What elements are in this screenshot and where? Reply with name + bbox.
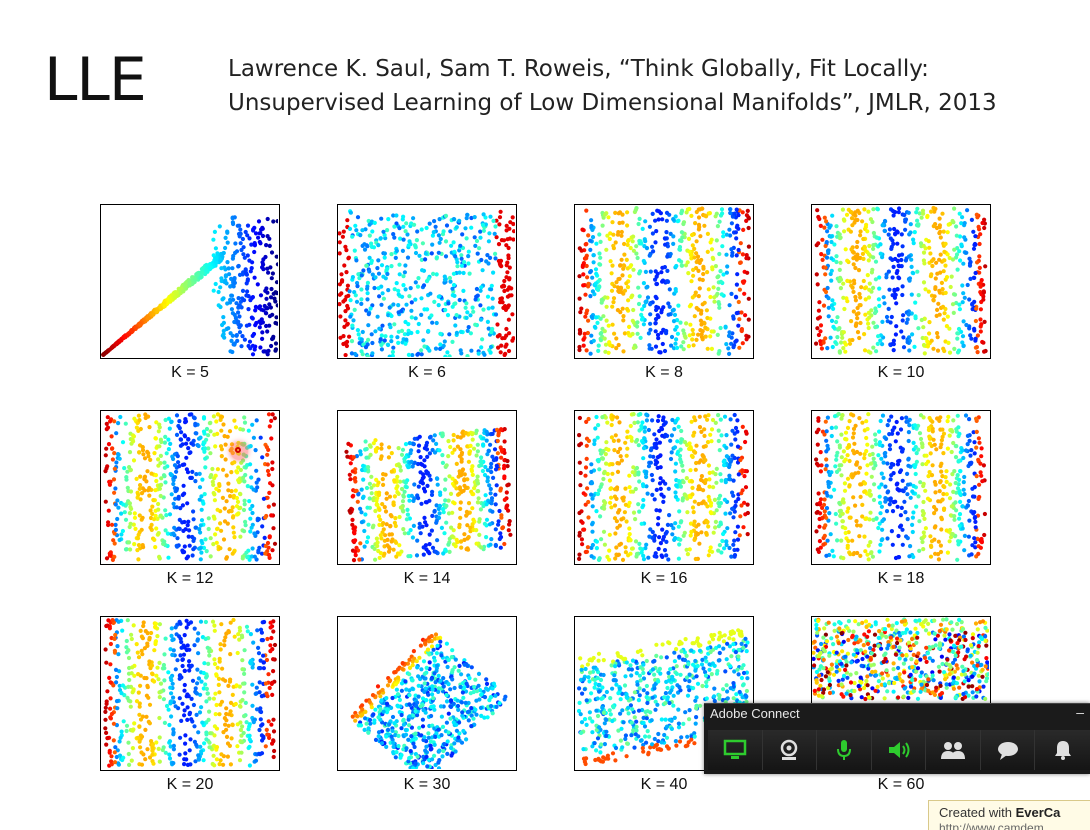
panel-label: K = 6	[408, 364, 446, 381]
adobe-connect-toolbar	[708, 730, 1090, 770]
speaker-button[interactable]	[872, 730, 927, 770]
notifications-icon	[1054, 741, 1071, 760]
chat-icon	[997, 742, 1018, 760]
panel-label: K = 10	[877, 364, 925, 381]
embedding-plot-panel	[337, 204, 517, 359]
embedding-scatter	[344, 427, 513, 563]
speaker-icon	[888, 742, 910, 758]
embedding-plot-panel	[100, 616, 280, 771]
panel-label: K = 8	[645, 364, 683, 381]
attendees-icon	[941, 742, 966, 759]
embedding-scatter	[338, 209, 515, 357]
embedding-scatter	[101, 215, 278, 357]
panel-label: K = 40	[640, 776, 688, 793]
slide-title: LLE	[44, 45, 147, 115]
minimize-button[interactable]: –	[1076, 704, 1084, 720]
embedding-plot-panel	[811, 204, 991, 359]
attendees-button[interactable]	[926, 730, 981, 770]
watermark-brand: EverCa	[1015, 805, 1061, 820]
panel-label: K = 16	[640, 570, 688, 587]
embedding-plot-panel	[811, 410, 991, 565]
embedding-scatter	[103, 412, 278, 562]
chat-button[interactable]	[981, 730, 1036, 770]
embedding-scatter	[812, 617, 989, 702]
microphone-button[interactable]	[817, 730, 872, 770]
screen-share-icon	[723, 739, 747, 759]
embedding-plot-panel	[100, 410, 280, 565]
citation-line-1: Lawrence K. Saul, Sam T. Roweis, “Think …	[228, 56, 929, 82]
watermark-url: http://www.camdem	[939, 821, 1044, 830]
adobe-connect-title: Adobe Connect	[710, 706, 800, 721]
evercam-watermark: Created with EverCa http://www.camdem	[928, 800, 1090, 830]
microphone-icon	[836, 740, 851, 760]
embedding-plot-panel	[337, 410, 517, 565]
embedding-scatter	[577, 206, 751, 356]
webcam-button[interactable]	[763, 730, 818, 770]
embedding-scatter	[103, 617, 278, 768]
panel-label: K = 30	[403, 776, 451, 793]
panel-label: K = 18	[877, 570, 925, 587]
panel-label: K = 20	[166, 776, 214, 793]
citation-line-2: Unsupervised Learning of Low Dimensional…	[228, 90, 997, 116]
adobe-connect-pod[interactable]: Adobe Connect –	[704, 703, 1090, 774]
embedding-scatter	[814, 205, 988, 356]
embedding-plot-panel	[337, 616, 517, 771]
embedding-plot-panel	[100, 204, 280, 359]
embedding-plot-panel	[574, 204, 754, 359]
cursor-highlight-icon	[230, 442, 248, 460]
embedding-scatter	[577, 412, 750, 562]
notifications-button[interactable]	[1035, 730, 1090, 770]
panel-label: K = 12	[166, 570, 214, 587]
panel-label: K = 5	[171, 364, 209, 381]
embedding-scatter	[814, 411, 987, 562]
watermark-prefix: Created with	[939, 805, 1016, 820]
panel-label: K = 60	[877, 776, 925, 793]
embedding-scatter	[350, 632, 508, 769]
screen-share-button[interactable]	[708, 730, 763, 770]
webcam-icon	[781, 739, 798, 760]
embedding-plot-panel	[574, 410, 754, 565]
panel-label: K = 14	[403, 570, 451, 587]
